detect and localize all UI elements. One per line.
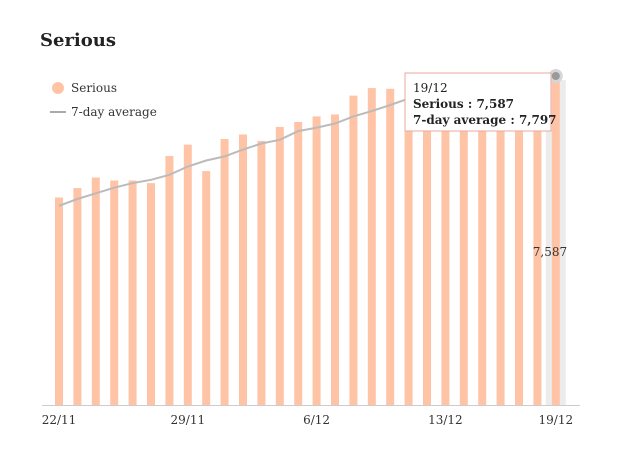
- bar-serious[interactable]: [533, 82, 542, 405]
- tooltip-serious: Serious : 7,587: [413, 97, 514, 111]
- bar-serious[interactable]: [165, 155, 174, 405]
- bar-serious[interactable]: [349, 95, 358, 406]
- bar-serious[interactable]: [496, 85, 505, 405]
- bar-serious[interactable]: [312, 116, 321, 406]
- bar-serious[interactable]: [73, 188, 82, 405]
- bar-serious[interactable]: [239, 134, 247, 405]
- x-tick-label: 6/12: [303, 413, 330, 427]
- x-tick-label: 13/12: [428, 413, 463, 427]
- chart-title: Serious: [40, 30, 116, 51]
- bar-serious[interactable]: [91, 177, 100, 405]
- legend: Serious 7-day average: [50, 81, 157, 119]
- x-tick-label: 29/11: [171, 413, 206, 427]
- bar-serious[interactable]: [220, 139, 229, 405]
- bar-serious[interactable]: [386, 88, 395, 406]
- bar-serious[interactable]: [55, 197, 63, 405]
- bar-serious[interactable]: [441, 100, 450, 405]
- bar-serious[interactable]: [294, 122, 303, 405]
- bar-serious[interactable]: [423, 90, 431, 405]
- bar-serious[interactable]: [367, 88, 376, 406]
- bar-serious[interactable]: [331, 114, 339, 405]
- bar-serious[interactable]: [183, 144, 192, 406]
- bar-serious[interactable]: [478, 86, 487, 406]
- tooltip: 19/12 Serious : 7,587 7-day average : 7,…: [404, 72, 557, 132]
- bar-serious[interactable]: [275, 126, 284, 406]
- bar-serious[interactable]: [551, 74, 560, 405]
- x-tick-label: 22/11: [42, 413, 77, 427]
- x-tick-label: 19/12: [539, 413, 574, 427]
- bar-serious[interactable]: [257, 140, 266, 405]
- hover-point-marker: [548, 68, 563, 83]
- bar-serious[interactable]: [459, 86, 468, 406]
- tooltip-date: 19/12: [413, 81, 448, 95]
- legend-serious-label[interactable]: Serious: [71, 81, 117, 95]
- bar-serious[interactable]: [147, 183, 155, 405]
- bar-serious[interactable]: [110, 180, 119, 405]
- bar-serious[interactable]: [128, 180, 137, 405]
- bar-serious[interactable]: [515, 84, 523, 405]
- tooltip-average: 7-day average : 7,797: [413, 113, 557, 127]
- legend-average-label[interactable]: 7-day average: [71, 105, 157, 119]
- tooltip-box: [404, 72, 552, 132]
- bar-serious[interactable]: [404, 94, 413, 405]
- bar-serious[interactable]: [202, 171, 211, 405]
- highlight-value-label: 7,587: [533, 245, 567, 259]
- legend-serious-swatch[interactable]: [52, 82, 64, 94]
